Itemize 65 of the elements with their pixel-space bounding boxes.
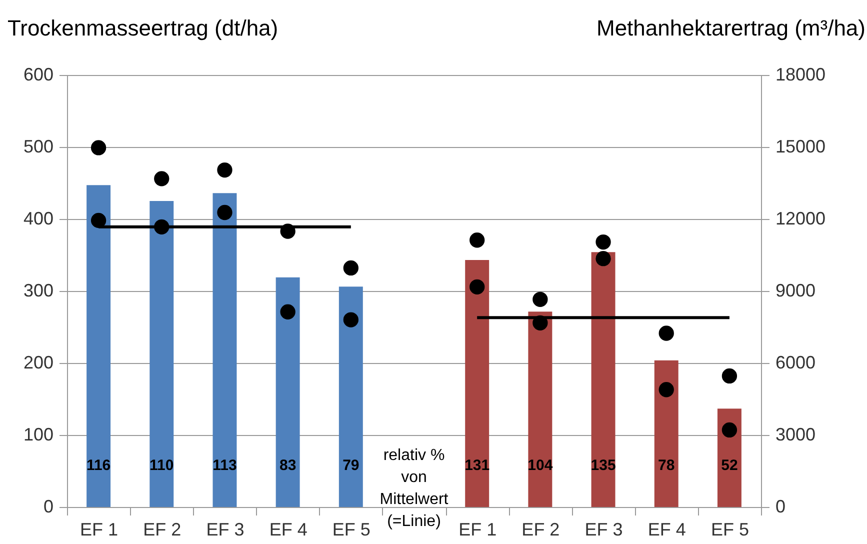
bar xyxy=(528,312,552,507)
point xyxy=(154,219,170,234)
annotation: 83 xyxy=(279,457,296,474)
y-tick-label: 500 xyxy=(23,136,54,156)
x-tick-label: EF 2 xyxy=(522,520,560,540)
point xyxy=(280,224,296,239)
point xyxy=(470,279,485,294)
point xyxy=(280,304,296,320)
annotation: 78 xyxy=(658,457,675,474)
point xyxy=(532,292,548,307)
y-tick-label: 100 xyxy=(23,424,54,444)
x-tick-label: EF 4 xyxy=(269,520,308,540)
point xyxy=(343,312,358,328)
y-tick-label: 300 xyxy=(23,280,54,300)
y2-tick-label: 18000 xyxy=(776,64,826,84)
annotation: 79 xyxy=(342,457,360,474)
point xyxy=(658,326,674,341)
annotation: relativ % von Mittelwert (=Linie) xyxy=(380,447,449,530)
y-axis-title: Trockenmasseertrag (dt/ha) xyxy=(8,16,278,40)
annotation: 52 xyxy=(721,457,738,474)
y-tick-label: 600 xyxy=(23,64,54,84)
y2-tick-label: 15000 xyxy=(776,136,826,156)
point xyxy=(343,260,358,276)
annotation: 110 xyxy=(150,457,174,474)
y-tick-label: 200 xyxy=(23,352,54,372)
point xyxy=(90,140,106,156)
bar xyxy=(465,260,490,507)
x-tick-label: EF 3 xyxy=(206,520,244,540)
point xyxy=(217,204,232,220)
y-tick-label: 400 xyxy=(23,208,54,228)
y2-tick-label: 6000 xyxy=(776,352,816,372)
annotation: 116 xyxy=(86,457,111,474)
point xyxy=(596,234,611,250)
point xyxy=(532,315,548,330)
x-tick-label: EF 5 xyxy=(710,520,749,540)
point xyxy=(722,368,738,384)
x-tick-label: EF 5 xyxy=(332,520,370,540)
point xyxy=(154,171,170,186)
point xyxy=(596,251,611,266)
point xyxy=(90,212,106,228)
bar xyxy=(276,277,300,507)
annotation: 135 xyxy=(590,457,616,474)
x-tick-label: EF 4 xyxy=(648,520,686,540)
y2-tick-label: 12000 xyxy=(776,208,826,228)
point xyxy=(722,422,738,438)
x-tick-label: EF 1 xyxy=(458,520,497,540)
y2-tick-label: 0 xyxy=(776,496,786,516)
x-tick-label: EF 1 xyxy=(80,520,118,540)
annotation: 113 xyxy=(212,457,237,474)
point xyxy=(217,162,232,178)
bar xyxy=(150,201,174,507)
bar xyxy=(212,193,237,507)
y2-axis-title: Methanhektarertrag (m³/ha) xyxy=(596,16,866,40)
bar xyxy=(717,408,742,507)
bar xyxy=(338,286,363,507)
y2-tick-label: 9000 xyxy=(776,280,816,300)
y2-tick-label: 3000 xyxy=(776,424,816,444)
y-tick-label: 0 xyxy=(43,496,54,516)
x-tick-label: EF 2 xyxy=(143,520,182,540)
x-tick-label: EF 3 xyxy=(584,520,623,540)
bar xyxy=(86,185,111,507)
point xyxy=(658,382,674,398)
point xyxy=(470,232,485,248)
bar xyxy=(654,360,678,507)
bar xyxy=(591,252,616,507)
